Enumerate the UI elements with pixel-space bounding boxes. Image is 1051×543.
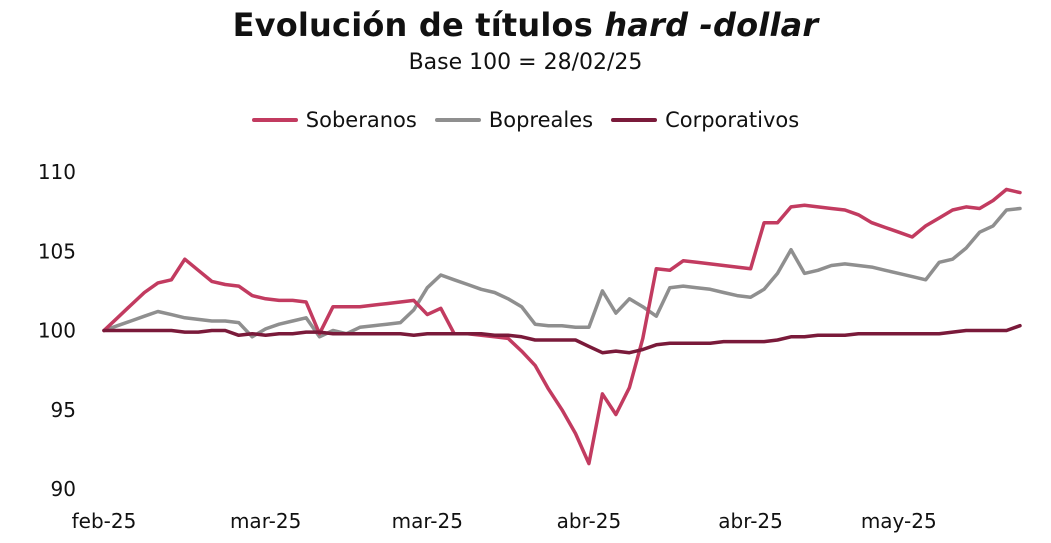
chart-title-emphasis: hard -dollar — [604, 6, 819, 44]
legend-swatch — [611, 118, 658, 122]
x-tick-label: mar-25 — [230, 509, 301, 533]
x-tick-label: feb-25 — [72, 509, 137, 533]
y-tick-label: 95 — [51, 398, 76, 422]
x-axis: feb-25 mar-25 mar-25 abr-25 abr-25 may-25 — [72, 509, 937, 533]
y-tick-label: 110 — [38, 160, 76, 184]
legend-swatch — [251, 118, 298, 122]
series-lines — [102, 187, 1022, 466]
chart-legend: Soberanos Bopreales Corporativos — [0, 108, 1051, 132]
chart-subtitle: Base 100 = 28/02/25 — [408, 50, 643, 75]
series-line-soberanos — [102, 187, 1022, 466]
legend-label: Bopreales — [488, 108, 594, 132]
legend-label: Corporativos — [665, 108, 800, 132]
y-tick-label: 105 — [38, 239, 76, 263]
x-tick-label: abr-25 — [557, 509, 622, 533]
y-tick-label: 100 — [38, 319, 76, 343]
legend-swatch — [434, 118, 481, 122]
legend-label: Soberanos — [305, 108, 417, 132]
series-line-corporativos — [102, 323, 1022, 355]
y-tick-label: 90 — [51, 477, 76, 501]
y-axis: 90 95 100 105 110 — [38, 160, 76, 501]
legend-item-bopreales: Bopreales — [434, 108, 594, 132]
x-tick-label: abr-25 — [718, 509, 783, 533]
chart-title: Evolución de títulos hard -dollar — [0, 6, 1051, 44]
x-tick-label: may-25 — [861, 509, 937, 533]
legend-item-corporativos: Corporativos — [611, 108, 799, 132]
x-tick-label: mar-25 — [392, 509, 463, 533]
chart-title-main: Evolución de títulos — [232, 6, 593, 44]
legend-item-soberanos: Soberanos — [251, 108, 417, 132]
